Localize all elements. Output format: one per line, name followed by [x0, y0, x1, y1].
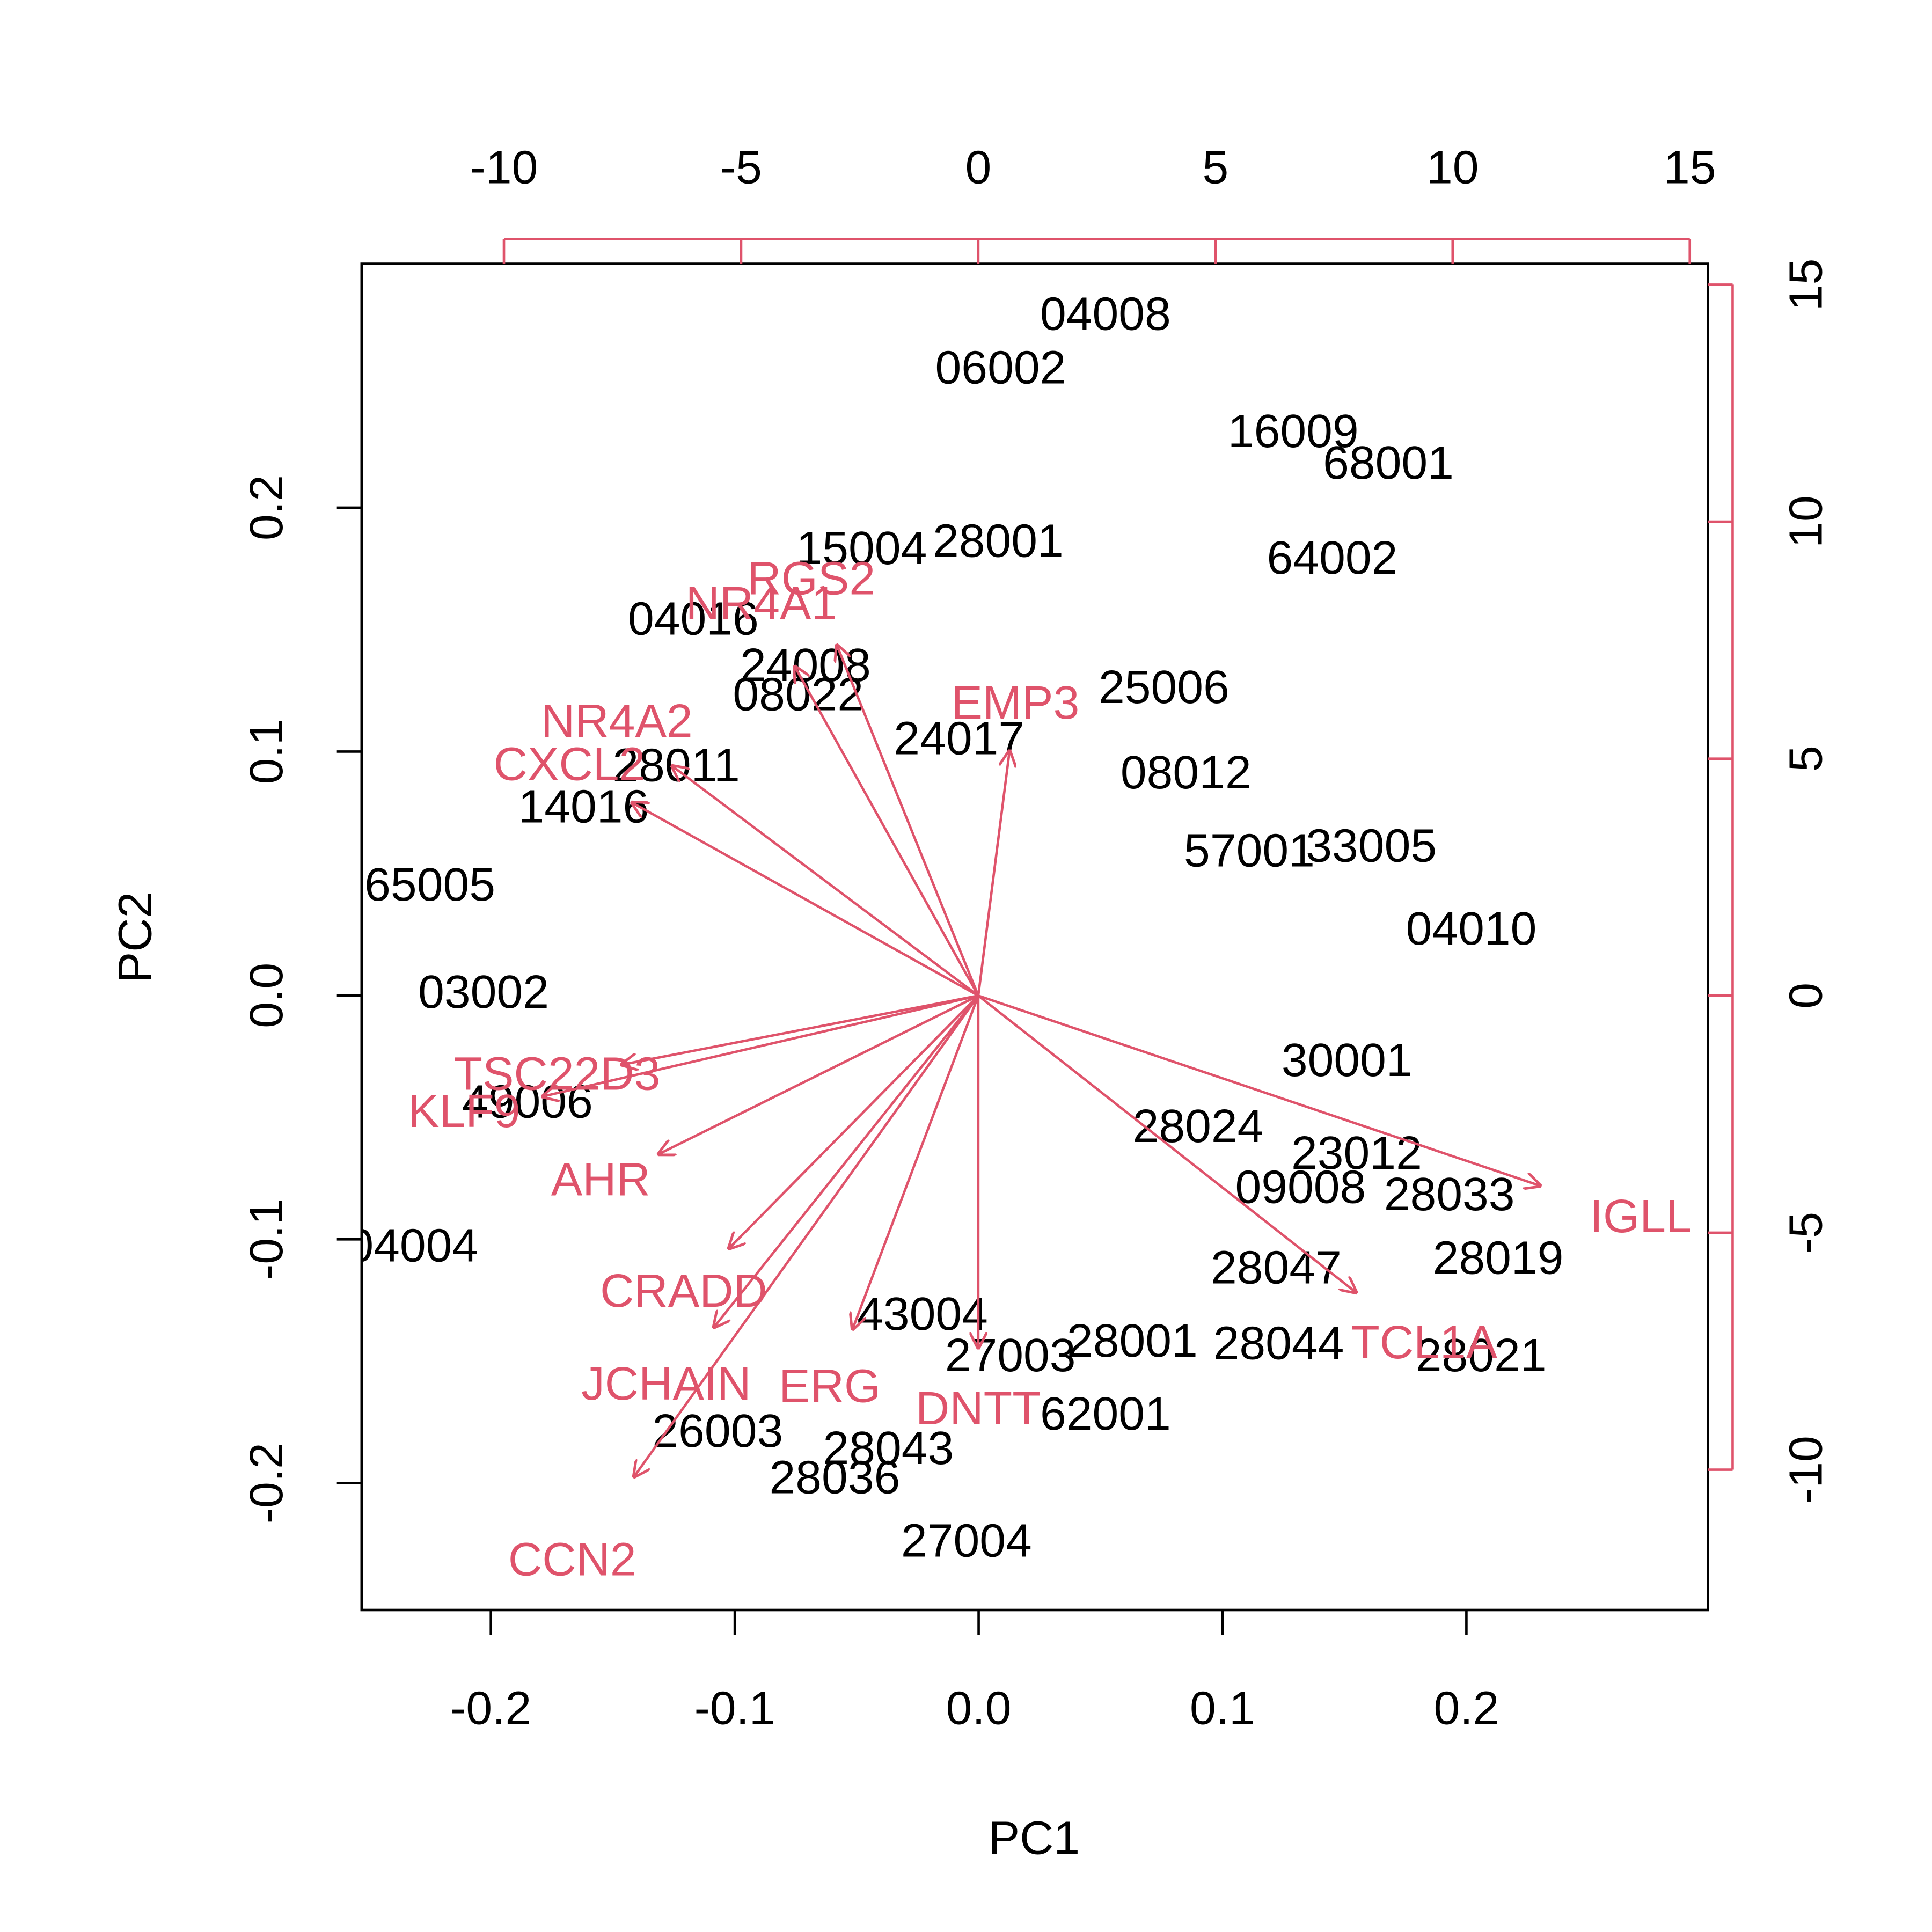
loading-arrow	[978, 994, 1542, 1186]
loading-label: CXCL2	[494, 738, 646, 791]
sample-label: 28021	[1416, 1329, 1547, 1381]
x-axis-label: PC1	[989, 1812, 1080, 1864]
x2-tick-label: 10	[1426, 141, 1479, 194]
sample-label: 65005	[364, 858, 495, 911]
sample-label: 23012	[1291, 1126, 1422, 1179]
x-tick-label: -0.2	[450, 1681, 531, 1734]
sample-label: 27003	[945, 1329, 1076, 1381]
sample-label: 28047	[1211, 1241, 1342, 1294]
sample-label: 03002	[418, 965, 549, 1018]
loading-arrow	[713, 994, 979, 1328]
sample-label: 28033	[1384, 1168, 1515, 1220]
loading-arrow	[728, 994, 979, 1249]
loading-arrow	[836, 644, 980, 997]
loading-label: DNTT	[916, 1382, 1041, 1435]
x2-tick-label: 15	[1664, 141, 1716, 194]
loading-arrow	[631, 802, 979, 997]
loading-arrow	[977, 750, 1010, 996]
sample-label: 28043	[823, 1422, 954, 1474]
loading-arrow	[620, 994, 979, 1065]
loading-label: JCHAIN	[581, 1357, 751, 1410]
sample-label: 43004	[857, 1287, 988, 1340]
y-tick-label: -0.2	[240, 1443, 292, 1524]
sample-label: 04010	[1406, 902, 1537, 955]
loading-label: EMP3	[951, 676, 1079, 729]
sample-label: 33005	[1306, 819, 1437, 872]
loading-label: NR4A2	[541, 694, 693, 747]
y2-tick-label: 5	[1780, 745, 1832, 772]
y2-tick-label: 0	[1780, 983, 1832, 1009]
x2-tick-label: -5	[720, 141, 762, 194]
loading-arrow	[671, 765, 979, 997]
x-tick-label: 0.2	[1433, 1681, 1499, 1734]
sample-label: 14016	[518, 780, 649, 833]
loading-label: IGLL	[1590, 1190, 1692, 1242]
y-tick-label: 0.1	[240, 719, 292, 784]
y2-tick-label: 10	[1780, 495, 1832, 548]
y2-tick-label: 15	[1780, 259, 1832, 311]
sample-label: 30001	[1282, 1034, 1413, 1086]
plot-frame	[360, 262, 1709, 1612]
x-tick-label: 0.0	[946, 1681, 1012, 1734]
sample-label: 06002	[935, 341, 1066, 394]
loading-label: RGS2	[747, 552, 875, 604]
x-tick-label: 0.1	[1190, 1681, 1255, 1734]
sample-label: 09008	[1235, 1161, 1366, 1213]
loading-label: CRADD	[600, 1264, 767, 1317]
sample-label: 28024	[1133, 1100, 1264, 1152]
loading-arrow	[852, 995, 980, 1330]
loading-arrow	[657, 994, 979, 1155]
loading-label: TSC22D3	[453, 1047, 660, 1100]
y-tick-label: 0.2	[240, 475, 292, 540]
sample-label: 28001	[933, 514, 1064, 567]
loading-label: CCN2	[508, 1533, 636, 1586]
loading-arrow	[794, 665, 979, 997]
sample-label: 26003	[652, 1404, 783, 1457]
sample-label: 28044	[1213, 1316, 1344, 1369]
plot-area: 0400806002160096800164002280011500404016…	[347, 288, 1692, 1586]
sample-label: 28001	[1067, 1314, 1198, 1367]
x2-tick-label: 5	[1202, 141, 1228, 194]
sample-label: 04004	[347, 1219, 478, 1272]
loading-label: ERG	[779, 1359, 881, 1412]
y2-tick-label: -5	[1780, 1212, 1832, 1254]
sample-label: 04016	[628, 592, 759, 645]
sample-label: 57001	[1184, 824, 1315, 876]
loading-arrow	[977, 994, 1357, 1293]
loading-arrow	[633, 994, 979, 1478]
sample-label: 25006	[1099, 661, 1230, 713]
x-tick-label: -0.1	[694, 1681, 775, 1734]
loading-label: TCL1A	[1351, 1316, 1497, 1368]
loading-arrow	[541, 994, 979, 1096]
sample-label: 28019	[1433, 1231, 1564, 1284]
y-tick-label: -0.1	[240, 1199, 292, 1280]
x2-tick-label: 0	[965, 141, 992, 194]
sample-label: 28036	[770, 1451, 901, 1503]
sample-label: 04008	[1040, 288, 1171, 340]
sample-label: 49006	[462, 1075, 593, 1128]
loading-label: NR4A1	[686, 577, 838, 630]
sample-label: 68001	[1323, 436, 1454, 489]
sample-label: 08022	[733, 668, 863, 721]
sample-label: 15004	[796, 522, 927, 574]
loading-label: KLF9	[408, 1085, 521, 1137]
x2-tick-label: -10	[470, 141, 538, 194]
sample-label: 64002	[1267, 531, 1398, 584]
y-axis-label: PC2	[109, 892, 162, 984]
sample-label: 16009	[1228, 405, 1359, 457]
y-tick-label: 0.0	[240, 963, 292, 1028]
sample-label: 08012	[1121, 746, 1252, 799]
sample-label: 27004	[901, 1514, 1032, 1567]
sample-label: 62001	[1040, 1387, 1171, 1440]
loading-label: AHR	[551, 1153, 650, 1205]
y2-tick-label: -10	[1780, 1436, 1832, 1504]
